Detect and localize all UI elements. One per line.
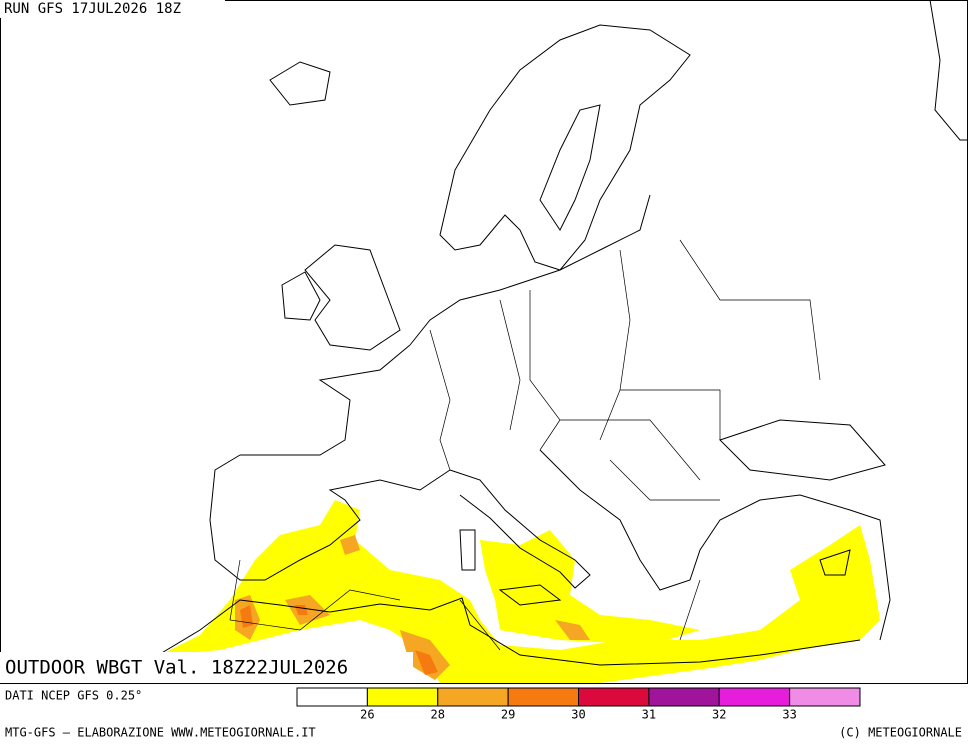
legend-swatch [366, 687, 439, 707]
zone-29 [235, 535, 590, 680]
zone-28 [160, 500, 880, 683]
legend-swatch [789, 687, 861, 707]
legend-threshold: 30 [571, 708, 585, 722]
iceland [269, 61, 331, 106]
wbgt-field [160, 500, 880, 683]
africa-coast [149, 597, 861, 666]
borders [229, 239, 821, 651]
france-coast [240, 344, 411, 456]
black-sea [719, 419, 886, 481]
gulf-bothnia [539, 104, 601, 231]
run-box [0, 0, 225, 18]
legend-threshold: 26 [360, 708, 374, 722]
legend-threshold: 28 [431, 708, 445, 722]
ireland [281, 271, 321, 321]
legend-threshold: 29 [501, 708, 515, 722]
legend-threshold: 31 [642, 708, 656, 722]
run-label: RUN GFS 17JUL2026 18Z [4, 1, 181, 17]
britain [304, 244, 401, 351]
legend-swatch [718, 687, 791, 707]
italy [449, 469, 591, 589]
east-coast [929, 0, 968, 141]
balkan-turkey [539, 449, 891, 641]
iberia [209, 454, 451, 581]
north-coast [409, 194, 651, 346]
legend-threshold: 32 [712, 708, 726, 722]
legend-swatch [578, 687, 650, 707]
cyprus [819, 549, 851, 576]
legend-swatch [507, 687, 579, 707]
scandinavia [439, 24, 691, 271]
color-legend: 26 28 29 30 31 32 33 [296, 687, 861, 722]
zone-28 [480, 530, 700, 645]
islands [459, 529, 562, 606]
legend-swatch [296, 687, 368, 707]
title-box [0, 652, 413, 683]
map-title: OUTDOOR WBGT Val. 18Z22JUL2026 [5, 657, 348, 679]
coastlines [149, 0, 968, 666]
legend-swatch [648, 687, 720, 707]
footer-left: MTG-GFS — ELABORAZIONE WWW.METEOGIORNALE… [5, 726, 316, 740]
legend-threshold: 33 [782, 708, 796, 722]
source-label: DATI NCEP GFS 0.25° [5, 689, 142, 703]
legend-swatch [437, 687, 509, 707]
footer-right: (C) METEOGIORNALE [839, 726, 962, 740]
